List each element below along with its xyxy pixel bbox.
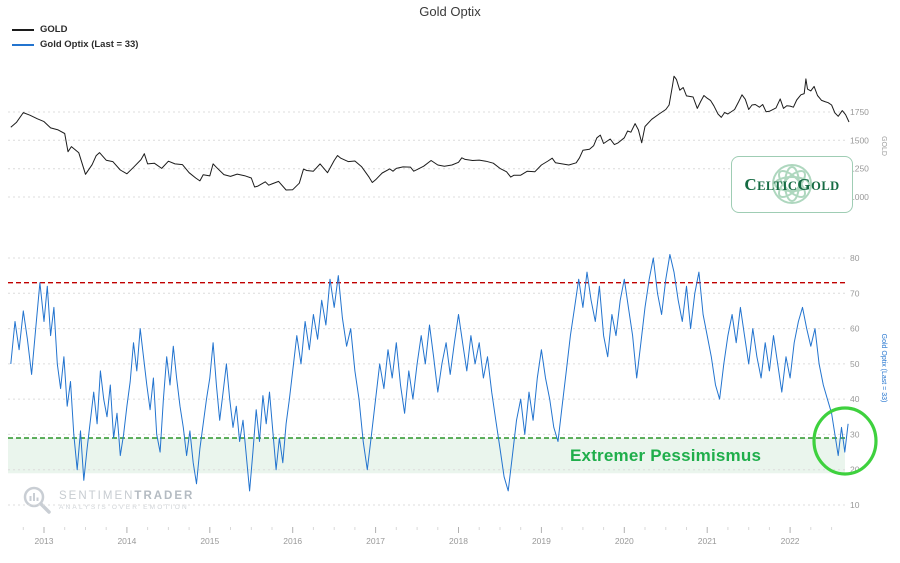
x-axis: 2013 2014 2015 2016 2017 2018 2019 2020 2021 2022 — [22, 527, 833, 546]
top-panel-y-axis-label: GOLD — [880, 136, 887, 156]
y-tick-label: 1750 — [850, 107, 869, 117]
x-tick-label: 2015 — [200, 536, 219, 546]
x-tick-label: 2016 — [283, 536, 302, 546]
logo-part: G — [797, 174, 812, 194]
logo-part: OLD — [811, 178, 840, 193]
legend-label-optix: Gold Optix (Last = 33) — [40, 39, 139, 50]
bottom-panel-y-axis-label: Gold Optix (Last = 33) — [880, 334, 887, 403]
legend-label-gold: GOLD — [40, 24, 68, 35]
x-tick-label: 2021 — [698, 536, 717, 546]
top-panel-grid: 1750 1500 1250 1000 — [8, 107, 869, 202]
y-tick-label: 40 — [850, 394, 860, 404]
pessimism-zone — [8, 438, 845, 474]
watermark-brand-last: TRADER — [134, 489, 195, 502]
logo-part: ELTIC — [757, 178, 798, 193]
celtic-knot-icon — [772, 164, 812, 204]
y-tick-label: 1000 — [850, 192, 869, 202]
watermark-brand: SENTIMENTRADER — [59, 490, 194, 502]
y-tick-label: 60 — [850, 324, 860, 334]
celticgold-logo-text: CELTICGOLD — [744, 175, 839, 195]
legend-item-gold: GOLD — [12, 24, 138, 35]
x-tick-label: 2013 — [35, 536, 54, 546]
gold-line-swatch-icon — [12, 28, 34, 31]
celticgold-logo: CELTICGOLD — [731, 156, 853, 213]
annotation-extreme-pessimism: Extremer Pessimismus — [570, 446, 762, 465]
x-tick-label: 2018 — [449, 536, 468, 546]
legend-item-optix: Gold Optix (Last = 33) — [12, 39, 138, 50]
x-tick-label: 2022 — [781, 536, 800, 546]
gold-optix-line — [10, 254, 849, 492]
x-tick-label: 2017 — [366, 536, 385, 546]
x-tick-label: 2020 — [615, 536, 634, 546]
bottom-panel-grid: 80 70 60 50 40 30 20 10 — [8, 253, 860, 510]
logo-part: C — [744, 174, 758, 194]
y-tick-label: 50 — [850, 359, 860, 369]
optix-line-swatch-icon — [12, 43, 34, 46]
y-tick-label: 1250 — [850, 164, 869, 174]
y-tick-label: 20 — [850, 465, 860, 475]
y-tick-label: 1500 — [850, 135, 869, 145]
watermark: SENTIMENTRADER ANALYSIS OVER EMOTION — [22, 485, 194, 515]
x-tick-label: 2014 — [117, 536, 136, 546]
gold-price-line — [10, 75, 850, 191]
y-tick-label: 70 — [850, 288, 860, 298]
y-tick-label: 30 — [850, 429, 860, 439]
highlight-circle — [812, 406, 878, 476]
watermark-tagline: ANALYSIS OVER EMOTION — [59, 503, 189, 511]
watermark-brand-first: SENTIMEN — [59, 489, 135, 502]
magnifier-chart-icon — [23, 486, 51, 514]
legend: GOLD Gold Optix (Last = 33) — [12, 24, 138, 54]
y-tick-label: 10 — [850, 500, 860, 510]
x-tick-label: 2019 — [532, 536, 551, 546]
page-title: Gold Optix — [419, 4, 481, 19]
y-tick-label: 80 — [850, 253, 860, 263]
